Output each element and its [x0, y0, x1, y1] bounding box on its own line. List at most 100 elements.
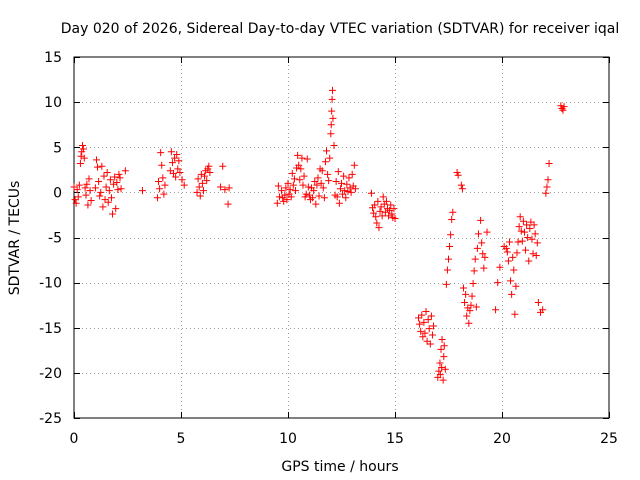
data-point	[335, 199, 343, 207]
data-point	[528, 235, 536, 243]
data-point	[170, 169, 178, 177]
data-point	[449, 208, 457, 216]
data-point	[539, 306, 547, 314]
data-point	[467, 301, 475, 309]
data-point	[512, 282, 520, 290]
data-point	[519, 217, 527, 225]
data-point	[542, 189, 550, 197]
data-point	[483, 228, 491, 236]
data-point	[514, 238, 522, 246]
data-point	[469, 280, 477, 288]
data-point	[367, 189, 375, 197]
data-point	[492, 306, 500, 314]
y-tick-label: -25	[39, 411, 62, 427]
data-point	[477, 216, 485, 224]
data-point	[418, 311, 426, 319]
data-point	[221, 186, 229, 194]
data-point	[471, 255, 479, 263]
x-tick-label: 20	[493, 431, 511, 447]
data-point	[158, 161, 166, 169]
data-point	[442, 280, 450, 288]
data-point	[99, 203, 107, 211]
data-point	[290, 175, 298, 183]
x-tick-label: 0	[70, 431, 79, 447]
data-point	[289, 181, 297, 189]
data-point	[176, 169, 184, 177]
data-point	[344, 187, 352, 195]
data-point	[465, 319, 473, 327]
data-point	[522, 246, 530, 254]
data-point	[472, 303, 480, 311]
data-point	[438, 363, 446, 371]
data-point	[157, 149, 165, 157]
y-tick-label: 5	[53, 140, 62, 156]
data-point	[87, 196, 95, 204]
data-point	[529, 250, 537, 258]
data-point	[454, 171, 462, 179]
data-point	[430, 322, 438, 330]
data-point	[167, 148, 175, 156]
data-point	[494, 279, 502, 287]
data-point	[511, 310, 519, 318]
data-point	[174, 165, 182, 173]
data-point	[523, 221, 531, 229]
data-point	[96, 192, 104, 200]
data-point	[531, 230, 539, 238]
data-point	[175, 157, 183, 165]
data-point	[310, 187, 318, 195]
data-point	[173, 150, 181, 158]
data-point	[205, 162, 213, 170]
data-point	[440, 353, 448, 361]
data-point	[198, 179, 206, 187]
data-point	[84, 201, 92, 209]
data-point	[77, 152, 85, 160]
y-tick-label: 15	[44, 50, 62, 66]
data-point	[160, 190, 168, 198]
data-point	[340, 172, 348, 180]
y-tick-label: -10	[39, 276, 62, 292]
data-point	[95, 178, 103, 186]
data-point	[462, 290, 470, 298]
data-point	[111, 173, 119, 181]
data-point	[525, 257, 533, 265]
data-point	[441, 365, 449, 373]
data-point	[323, 147, 331, 155]
data-point	[417, 327, 425, 335]
data-point	[92, 156, 100, 164]
data-point	[138, 187, 146, 195]
data-point	[327, 121, 335, 129]
data-point	[339, 190, 347, 198]
data-point	[425, 325, 433, 333]
data-point	[370, 209, 378, 217]
data-point	[273, 199, 281, 207]
data-point	[445, 255, 452, 263]
chart-title: Day 020 of 2026, Sidereal Day-to-day VTE…	[61, 21, 619, 37]
data-point	[496, 263, 504, 271]
data-point	[282, 184, 290, 192]
data-point	[304, 183, 312, 191]
data-point	[153, 194, 161, 202]
data-point	[91, 184, 99, 192]
data-point	[516, 213, 524, 221]
data-point	[427, 312, 435, 320]
data-point	[507, 277, 515, 285]
data-point	[517, 227, 525, 235]
data-point	[283, 196, 291, 204]
data-point	[194, 175, 202, 183]
data-point	[117, 185, 125, 193]
data-point	[94, 163, 102, 171]
data-point	[284, 179, 292, 187]
data-point	[81, 184, 89, 192]
data-point	[328, 107, 336, 115]
data-point	[463, 312, 471, 320]
data-point	[199, 187, 207, 195]
data-point	[315, 192, 323, 200]
data-point	[318, 167, 326, 175]
data-point	[332, 178, 340, 186]
data-point	[424, 316, 432, 324]
data-point	[325, 177, 333, 185]
data-point	[302, 190, 310, 198]
data-point	[109, 210, 117, 218]
data-point	[382, 197, 390, 205]
data-point	[311, 178, 319, 186]
